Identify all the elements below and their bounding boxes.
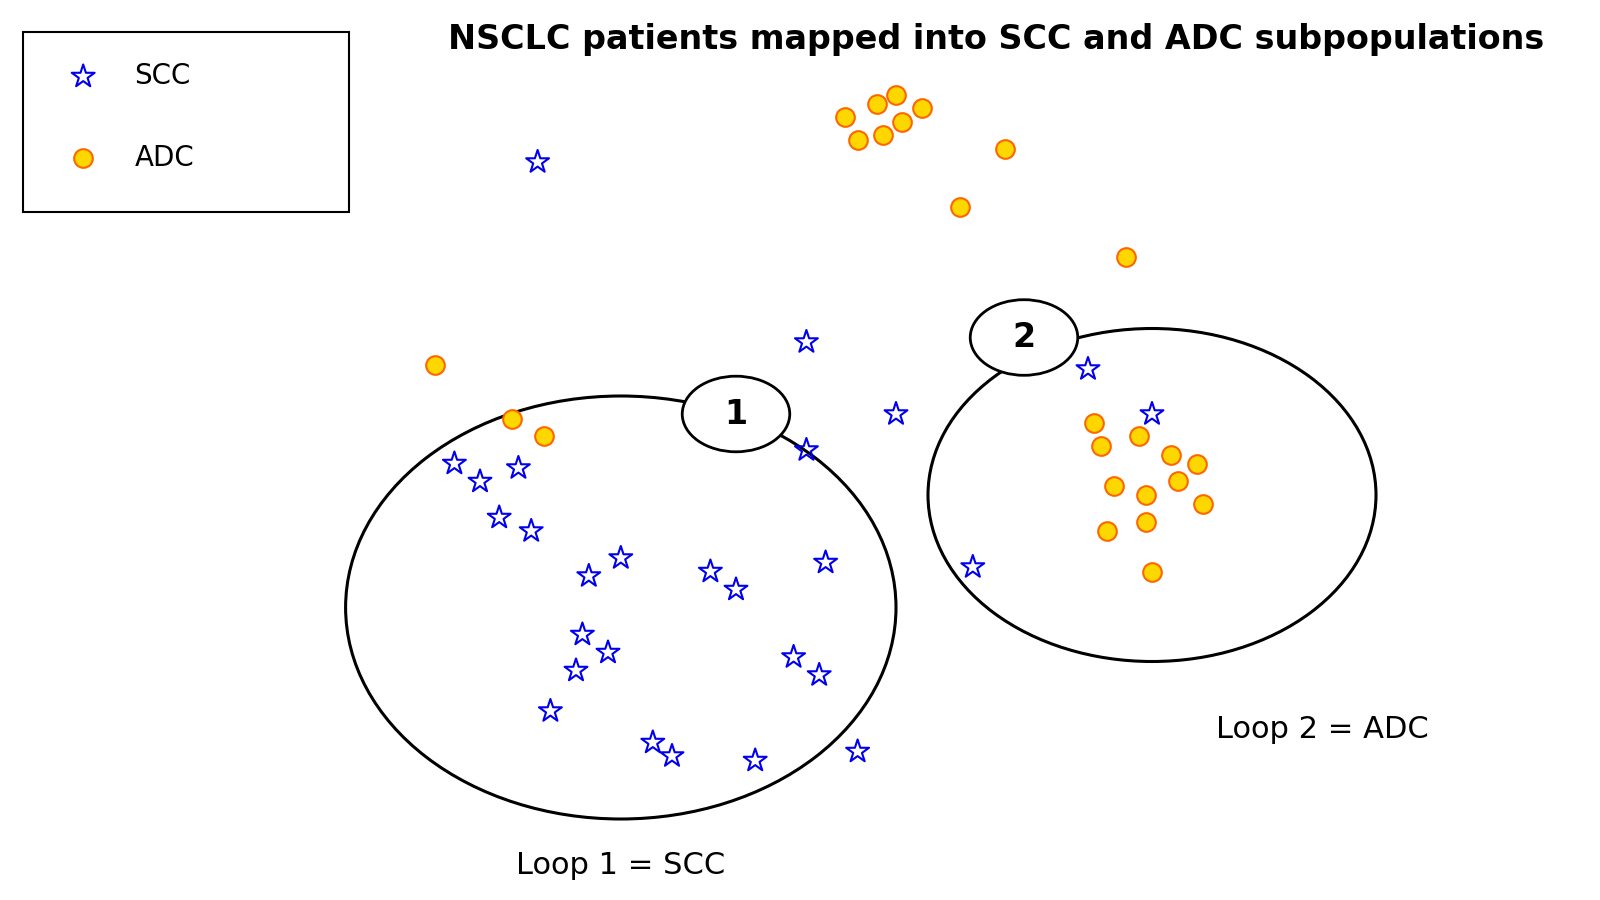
Point	[486, 510, 512, 525]
Point	[608, 551, 634, 565]
Point	[467, 474, 493, 489]
Point	[525, 155, 550, 169]
Text: Loop 2 = ADC: Loop 2 = ADC	[1216, 716, 1429, 744]
Point	[538, 704, 563, 718]
Point	[1184, 456, 1210, 471]
Point	[883, 87, 909, 102]
Point	[794, 335, 819, 349]
Point	[742, 753, 768, 768]
Point	[723, 582, 749, 597]
Point	[563, 663, 589, 678]
Text: Loop 1 = SCC: Loop 1 = SCC	[517, 850, 725, 879]
Point	[659, 749, 685, 763]
Point	[570, 627, 595, 642]
Point	[640, 735, 666, 750]
Point	[890, 114, 915, 129]
Point	[1139, 407, 1165, 421]
Point	[845, 132, 870, 147]
Point	[531, 429, 557, 444]
Point	[909, 101, 934, 115]
Point	[883, 407, 909, 421]
Point	[845, 744, 870, 759]
Point	[992, 141, 1018, 156]
Bar	[22, 32, 349, 211]
Point	[422, 357, 448, 372]
Point	[1126, 429, 1152, 444]
Point	[781, 650, 806, 664]
Point	[70, 69, 96, 84]
Point	[1158, 447, 1184, 462]
Point	[832, 110, 858, 124]
Point	[1082, 416, 1107, 430]
Circle shape	[682, 376, 790, 452]
Point	[1094, 524, 1120, 538]
Point	[813, 555, 838, 570]
Point	[864, 96, 890, 111]
Point	[794, 443, 819, 457]
Text: SCC: SCC	[134, 62, 190, 91]
Point	[1075, 362, 1101, 376]
Point	[1133, 488, 1158, 502]
Point	[1165, 474, 1190, 489]
Point	[1133, 515, 1158, 529]
Text: 1: 1	[725, 398, 747, 430]
Point	[960, 560, 986, 574]
Point	[442, 456, 467, 471]
Point	[576, 569, 602, 583]
Point	[595, 645, 621, 660]
Point	[499, 411, 525, 426]
Point	[1190, 497, 1216, 511]
Point	[947, 200, 973, 214]
Point	[870, 128, 896, 142]
Text: 2: 2	[1013, 321, 1035, 354]
Point	[518, 524, 544, 538]
Point	[70, 150, 96, 165]
Text: ADC: ADC	[134, 143, 194, 172]
Point	[1139, 564, 1165, 579]
Circle shape	[970, 300, 1078, 375]
Point	[506, 461, 531, 475]
Text: NSCLC patients mapped into SCC and ADC subpopulations: NSCLC patients mapped into SCC and ADC s…	[448, 22, 1544, 56]
Point	[698, 564, 723, 579]
Point	[806, 668, 832, 682]
Point	[1088, 438, 1114, 453]
Point	[1101, 479, 1126, 493]
Point	[1114, 249, 1139, 264]
